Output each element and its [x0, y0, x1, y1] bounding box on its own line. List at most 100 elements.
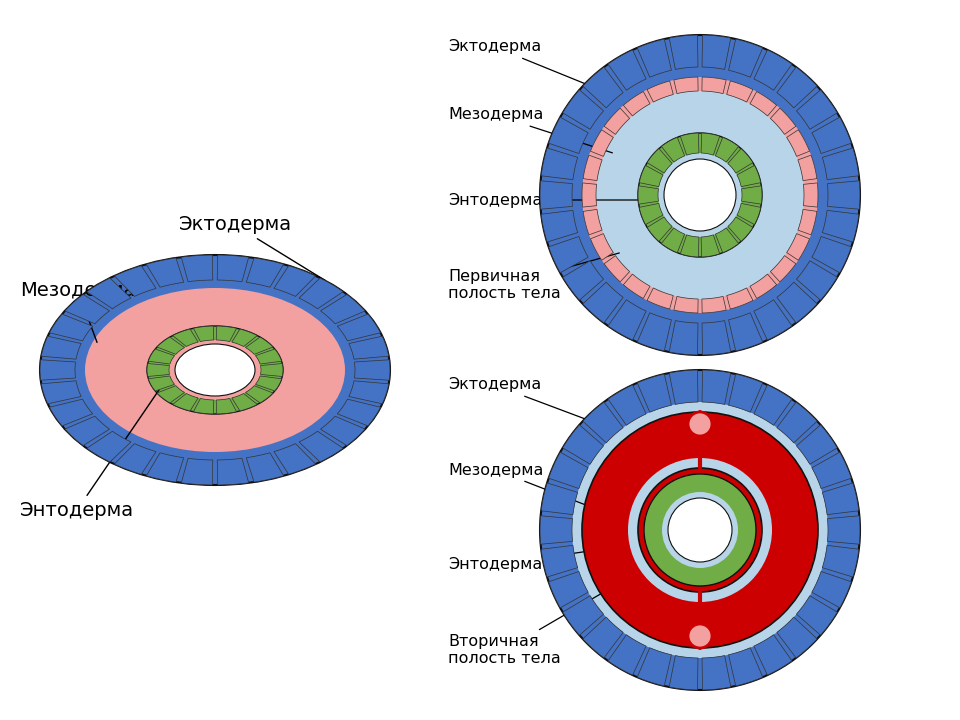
Circle shape	[638, 133, 762, 257]
Polygon shape	[702, 370, 731, 405]
Polygon shape	[563, 595, 604, 635]
Polygon shape	[754, 50, 792, 90]
Polygon shape	[702, 320, 731, 355]
Polygon shape	[608, 50, 646, 90]
Polygon shape	[590, 130, 613, 156]
Polygon shape	[828, 516, 860, 544]
Polygon shape	[823, 210, 859, 242]
Circle shape	[540, 370, 860, 690]
Polygon shape	[232, 393, 257, 411]
Polygon shape	[274, 266, 316, 297]
Polygon shape	[714, 478, 734, 500]
Polygon shape	[337, 399, 380, 426]
Polygon shape	[725, 488, 748, 510]
Polygon shape	[217, 255, 249, 282]
Circle shape	[638, 468, 762, 592]
Polygon shape	[777, 282, 817, 323]
Polygon shape	[637, 39, 671, 77]
Polygon shape	[114, 444, 156, 474]
Polygon shape	[300, 431, 343, 462]
Polygon shape	[702, 35, 731, 69]
Polygon shape	[725, 550, 748, 572]
Polygon shape	[729, 312, 763, 351]
Polygon shape	[49, 399, 93, 426]
Polygon shape	[770, 256, 796, 282]
Polygon shape	[812, 572, 852, 608]
Polygon shape	[146, 258, 183, 287]
Polygon shape	[639, 203, 663, 225]
Text: Энтодерма: Энтодерма	[448, 542, 647, 572]
Polygon shape	[337, 314, 380, 341]
Polygon shape	[181, 255, 213, 282]
Polygon shape	[563, 261, 604, 300]
Polygon shape	[681, 133, 699, 156]
Polygon shape	[798, 156, 817, 181]
Polygon shape	[669, 656, 698, 690]
Polygon shape	[729, 648, 763, 686]
Polygon shape	[786, 233, 809, 260]
Polygon shape	[65, 294, 109, 324]
Polygon shape	[715, 138, 738, 162]
Polygon shape	[661, 228, 684, 253]
Circle shape	[628, 458, 772, 602]
Polygon shape	[702, 297, 726, 313]
Polygon shape	[86, 278, 131, 309]
Polygon shape	[86, 431, 131, 462]
Polygon shape	[741, 186, 762, 204]
Polygon shape	[49, 314, 93, 341]
Polygon shape	[146, 453, 183, 482]
Polygon shape	[647, 217, 672, 241]
Polygon shape	[681, 235, 699, 257]
Polygon shape	[583, 210, 602, 235]
Polygon shape	[216, 326, 236, 341]
Polygon shape	[217, 459, 249, 485]
Polygon shape	[193, 398, 214, 414]
Polygon shape	[149, 349, 175, 364]
Text: Эктодерма: Эктодерма	[448, 40, 588, 85]
Polygon shape	[665, 478, 686, 500]
Polygon shape	[770, 108, 796, 135]
Polygon shape	[674, 77, 698, 94]
Polygon shape	[41, 336, 82, 359]
Polygon shape	[683, 474, 699, 494]
Polygon shape	[541, 148, 578, 179]
Polygon shape	[737, 522, 756, 539]
Text: Мезодерма: Мезодерма	[448, 107, 612, 153]
Polygon shape	[737, 203, 760, 225]
Circle shape	[664, 159, 736, 231]
Circle shape	[644, 474, 756, 586]
Polygon shape	[348, 336, 389, 359]
Text: Мезодерма: Мезодерма	[448, 462, 609, 514]
Polygon shape	[728, 217, 753, 241]
Polygon shape	[645, 538, 666, 557]
Polygon shape	[604, 108, 630, 135]
Polygon shape	[608, 635, 646, 675]
Polygon shape	[797, 261, 837, 300]
Polygon shape	[247, 453, 283, 482]
Polygon shape	[661, 138, 684, 162]
Polygon shape	[714, 559, 734, 582]
Text: Вторичная
полость тела: Вторичная полость тела	[448, 571, 640, 666]
Polygon shape	[727, 81, 753, 102]
Polygon shape	[354, 360, 390, 380]
Polygon shape	[812, 236, 852, 273]
Polygon shape	[702, 77, 726, 94]
Polygon shape	[754, 385, 792, 426]
Circle shape	[646, 476, 754, 584]
Polygon shape	[665, 559, 686, 582]
Circle shape	[540, 35, 860, 355]
Text: Эктодерма: Эктодерма	[448, 377, 588, 420]
Polygon shape	[737, 166, 760, 186]
Polygon shape	[701, 474, 718, 494]
Polygon shape	[669, 35, 698, 69]
Polygon shape	[674, 297, 698, 313]
Circle shape	[662, 492, 738, 568]
Polygon shape	[321, 416, 365, 446]
Polygon shape	[754, 300, 792, 340]
Polygon shape	[823, 483, 859, 515]
Polygon shape	[65, 416, 109, 446]
Polygon shape	[823, 545, 859, 577]
Polygon shape	[652, 550, 675, 572]
Polygon shape	[255, 349, 281, 364]
Text: Первичная
полость тела: Первичная полость тела	[448, 253, 619, 301]
